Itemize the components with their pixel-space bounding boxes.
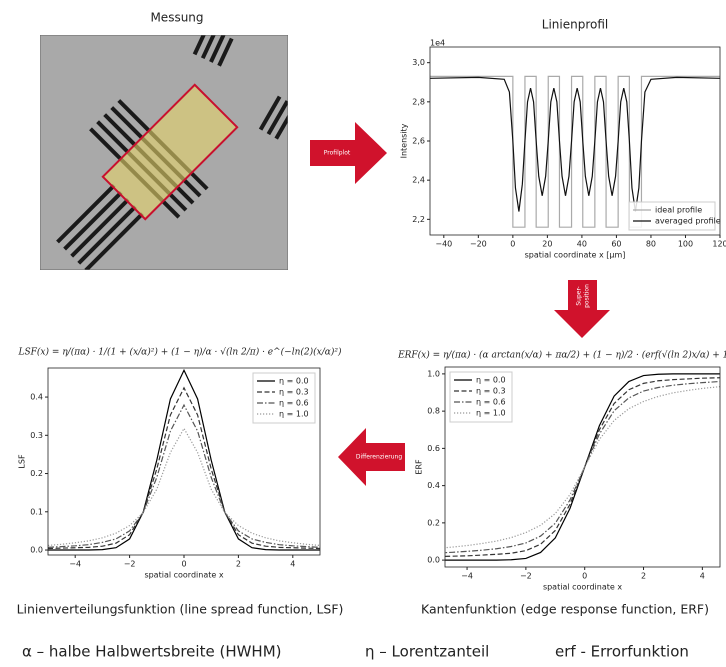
- offset-label: 1e4: [430, 39, 445, 48]
- series-line: [430, 75, 720, 228]
- x-tick-label: −20: [470, 240, 487, 249]
- y-axis-label: LSF: [18, 454, 27, 469]
- caption: Linienverteilungsfunktion (line spread f…: [17, 602, 344, 617]
- chart-title: Linienprofil: [542, 18, 608, 32]
- arrow-down: [554, 280, 610, 338]
- x-axis-label: spatial coordinate x: [543, 583, 622, 592]
- y-tick-label: 0.0: [30, 546, 43, 555]
- x-tick-label: 0: [510, 240, 515, 249]
- legend-box: [628, 201, 716, 231]
- axes-frame: [429, 46, 721, 236]
- y-tick-label: 0.6: [427, 444, 440, 453]
- x-axis-label: spatial coordinate x: [144, 571, 223, 580]
- x-tick-label: 2: [641, 572, 646, 581]
- x-axis-label: spatial coordinate x [µm]: [525, 251, 626, 260]
- legend-label: η = 1.0: [476, 409, 506, 418]
- y-tick-label: 0.3: [30, 431, 43, 440]
- series-line: [48, 368, 320, 551]
- legend-label: η = 0.3: [476, 387, 506, 396]
- legend-label: averaged profile: [655, 217, 721, 226]
- y-tick-label: 0.2: [427, 518, 440, 527]
- y-tick-label: 0.8: [427, 407, 440, 416]
- x-tick-label: 20: [542, 240, 552, 249]
- arrow-label: position: [584, 284, 591, 308]
- series-line: [445, 386, 720, 549]
- caption: Kantenfunktion (edge response function, …: [421, 602, 709, 617]
- formula: ERF(x) = η/(πα) · (α arctan(x/α) + πα/2)…: [397, 350, 726, 361]
- series-line: [445, 377, 720, 557]
- y-tick-label: 0.0: [427, 556, 440, 565]
- x-tick-label: 0: [181, 560, 186, 569]
- y-tick-label: 0.1: [30, 507, 43, 516]
- series-line: [48, 427, 320, 547]
- x-tick-label: 4: [290, 560, 295, 569]
- legend-label: η = 0.6: [476, 398, 506, 407]
- arrow-left: [338, 428, 405, 486]
- arrow-label: Differenzierung: [356, 454, 403, 461]
- note: erf - Errorfunktion: [555, 643, 689, 661]
- y-tick-label: 3,0: [412, 58, 425, 67]
- y-tick-label: 2,6: [412, 137, 425, 146]
- y-axis-label: ERF: [415, 459, 424, 475]
- series-line: [48, 386, 320, 550]
- legend-label: η = 1.0: [279, 410, 309, 419]
- y-tick-label: 0.4: [427, 481, 440, 490]
- x-tick-label: −2: [124, 560, 136, 569]
- series-line: [430, 76, 720, 212]
- legend-label: ideal profile: [655, 206, 702, 215]
- legend-label: η = 0.0: [476, 376, 506, 385]
- formula: LSF(x) = η/(πα) · 1/(1 + (x/α)²) + (1 − …: [18, 347, 342, 358]
- x-tick-label: 4: [700, 572, 705, 581]
- x-tick-label: −40: [435, 240, 452, 249]
- note: η – Lorentzanteil: [365, 643, 489, 661]
- y-tick-label: 2,2: [412, 215, 425, 224]
- x-tick-label: 100: [678, 240, 693, 249]
- y-axis-label: Intensity: [400, 123, 409, 158]
- x-tick-label: −2: [520, 572, 532, 581]
- plot-area: [430, 75, 720, 228]
- x-tick-label: 80: [646, 240, 656, 249]
- measurement-image: [40, 35, 288, 270]
- series-line: [48, 403, 320, 548]
- image-title: Messung: [150, 11, 203, 25]
- legend-label: η = 0.0: [279, 377, 309, 386]
- x-tick-label: 60: [611, 240, 621, 249]
- x-tick-label: −4: [461, 572, 473, 581]
- x-tick-label: −4: [69, 560, 81, 569]
- y-tick-label: 0.4: [30, 393, 43, 402]
- note: α – halbe Halbwertsbreite (HWHM): [22, 643, 282, 661]
- y-tick-label: 2,8: [412, 97, 425, 106]
- arrow-label: Profilplot: [324, 150, 351, 157]
- arrow-label: Super-: [576, 286, 583, 305]
- plot-area: [48, 368, 320, 551]
- y-tick-label: 2,4: [412, 176, 425, 185]
- x-tick-label: 40: [577, 240, 587, 249]
- legend-label: η = 0.6: [279, 399, 309, 408]
- arrow-right: [310, 122, 387, 184]
- legend-label: η = 0.3: [279, 388, 309, 397]
- x-tick-label: 2: [236, 560, 241, 569]
- x-tick-label: 120: [712, 240, 726, 249]
- y-tick-label: 1.0: [427, 369, 440, 378]
- x-tick-label: 0: [582, 572, 587, 581]
- axes-frame: [47, 367, 321, 556]
- axes-frame: [444, 366, 721, 568]
- y-tick-label: 0.2: [30, 469, 43, 478]
- plot-area: [445, 373, 720, 561]
